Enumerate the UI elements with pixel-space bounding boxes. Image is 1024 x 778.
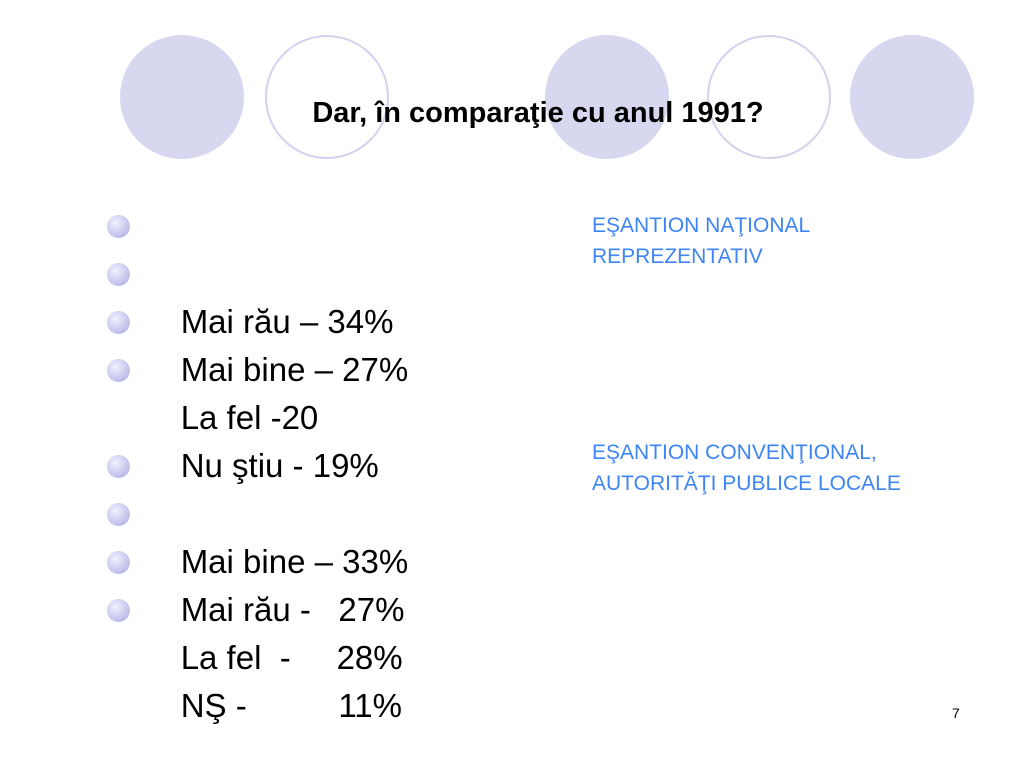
list-item-text: Mai bine – 33% (180, 543, 409, 580)
bullet-icon (107, 359, 130, 382)
list-item: Mai bine – 27% (107, 250, 408, 388)
list-item-text: Mai rău - 27% (180, 591, 405, 628)
list-item: La fel -20 (107, 298, 408, 436)
note-line: EŞANTION NAŢIONAL (592, 214, 811, 237)
decorative-circle-filled (850, 35, 974, 159)
list-item-text: Mai bine – 27% (180, 351, 409, 388)
decorative-circle-filled (120, 35, 244, 159)
list-item-text: La fel - 28% (180, 639, 403, 676)
bullet-icon (107, 311, 130, 334)
note-line: REPREZENTATIV (592, 245, 763, 268)
bullet-icon (107, 599, 130, 622)
list-item-text: Mai rău – 34% (180, 303, 394, 340)
slide-title: Dar, în comparaţie cu anul 1991? (312, 97, 764, 129)
sample-note-national: EŞANTION NAŢIONAL REPREZENTATIV (592, 210, 810, 272)
bullet-icon (107, 551, 130, 574)
page-number: 7 (952, 705, 960, 721)
bullet-icon (107, 215, 130, 238)
sample-note-local-authorities: EŞANTION CONVENŢIONAL, AUTORITĂŢI PUBLIC… (592, 437, 901, 499)
bullet-icon (107, 455, 130, 478)
list-item: Mai rău – 34% (107, 202, 408, 340)
decorative-circle-filled (545, 35, 669, 159)
note-line: EŞANTION CONVENŢIONAL, (592, 441, 877, 464)
list-item: Mai bine – 33% (107, 442, 408, 580)
list-item: Nu ştiu - 19% (107, 346, 408, 484)
bullet-icon (107, 263, 130, 286)
decorative-circle-outline (265, 35, 389, 159)
note-line: AUTORITĂŢI PUBLICE LOCALE (592, 472, 901, 495)
list-item: La fel - 28% (107, 538, 408, 676)
bullet-list: Mai rău – 34% Mai bine – 27% La fel -20 … (107, 202, 408, 724)
list-item: Mai rău - 27% (107, 490, 408, 628)
list-item-text: Nu ştiu - 19% (180, 447, 379, 484)
list-item: NŞ - 11% (107, 586, 408, 724)
bullet-icon (107, 503, 130, 526)
list-item-text: NŞ - 11% (180, 687, 402, 724)
decorative-circle-outline (707, 35, 831, 159)
list-item-text: La fel -20 (180, 399, 319, 436)
